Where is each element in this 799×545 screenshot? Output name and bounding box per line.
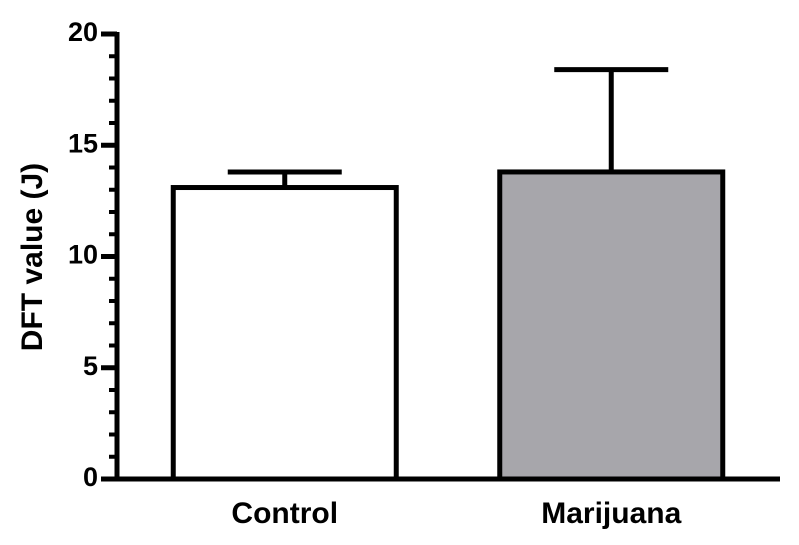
y-tick-label: 5 <box>83 351 98 381</box>
bar <box>497 169 726 482</box>
x-tick-label: Control <box>231 497 338 530</box>
y-tick-label: 0 <box>83 462 98 492</box>
x-tick-label: Marijuana <box>541 497 681 530</box>
y-tick-label: 10 <box>68 240 98 270</box>
y-tick-label: 15 <box>68 128 98 158</box>
y-axis-label: DFT value (J) <box>16 163 49 351</box>
bar <box>170 185 399 482</box>
y-tick-label: 20 <box>68 17 98 47</box>
